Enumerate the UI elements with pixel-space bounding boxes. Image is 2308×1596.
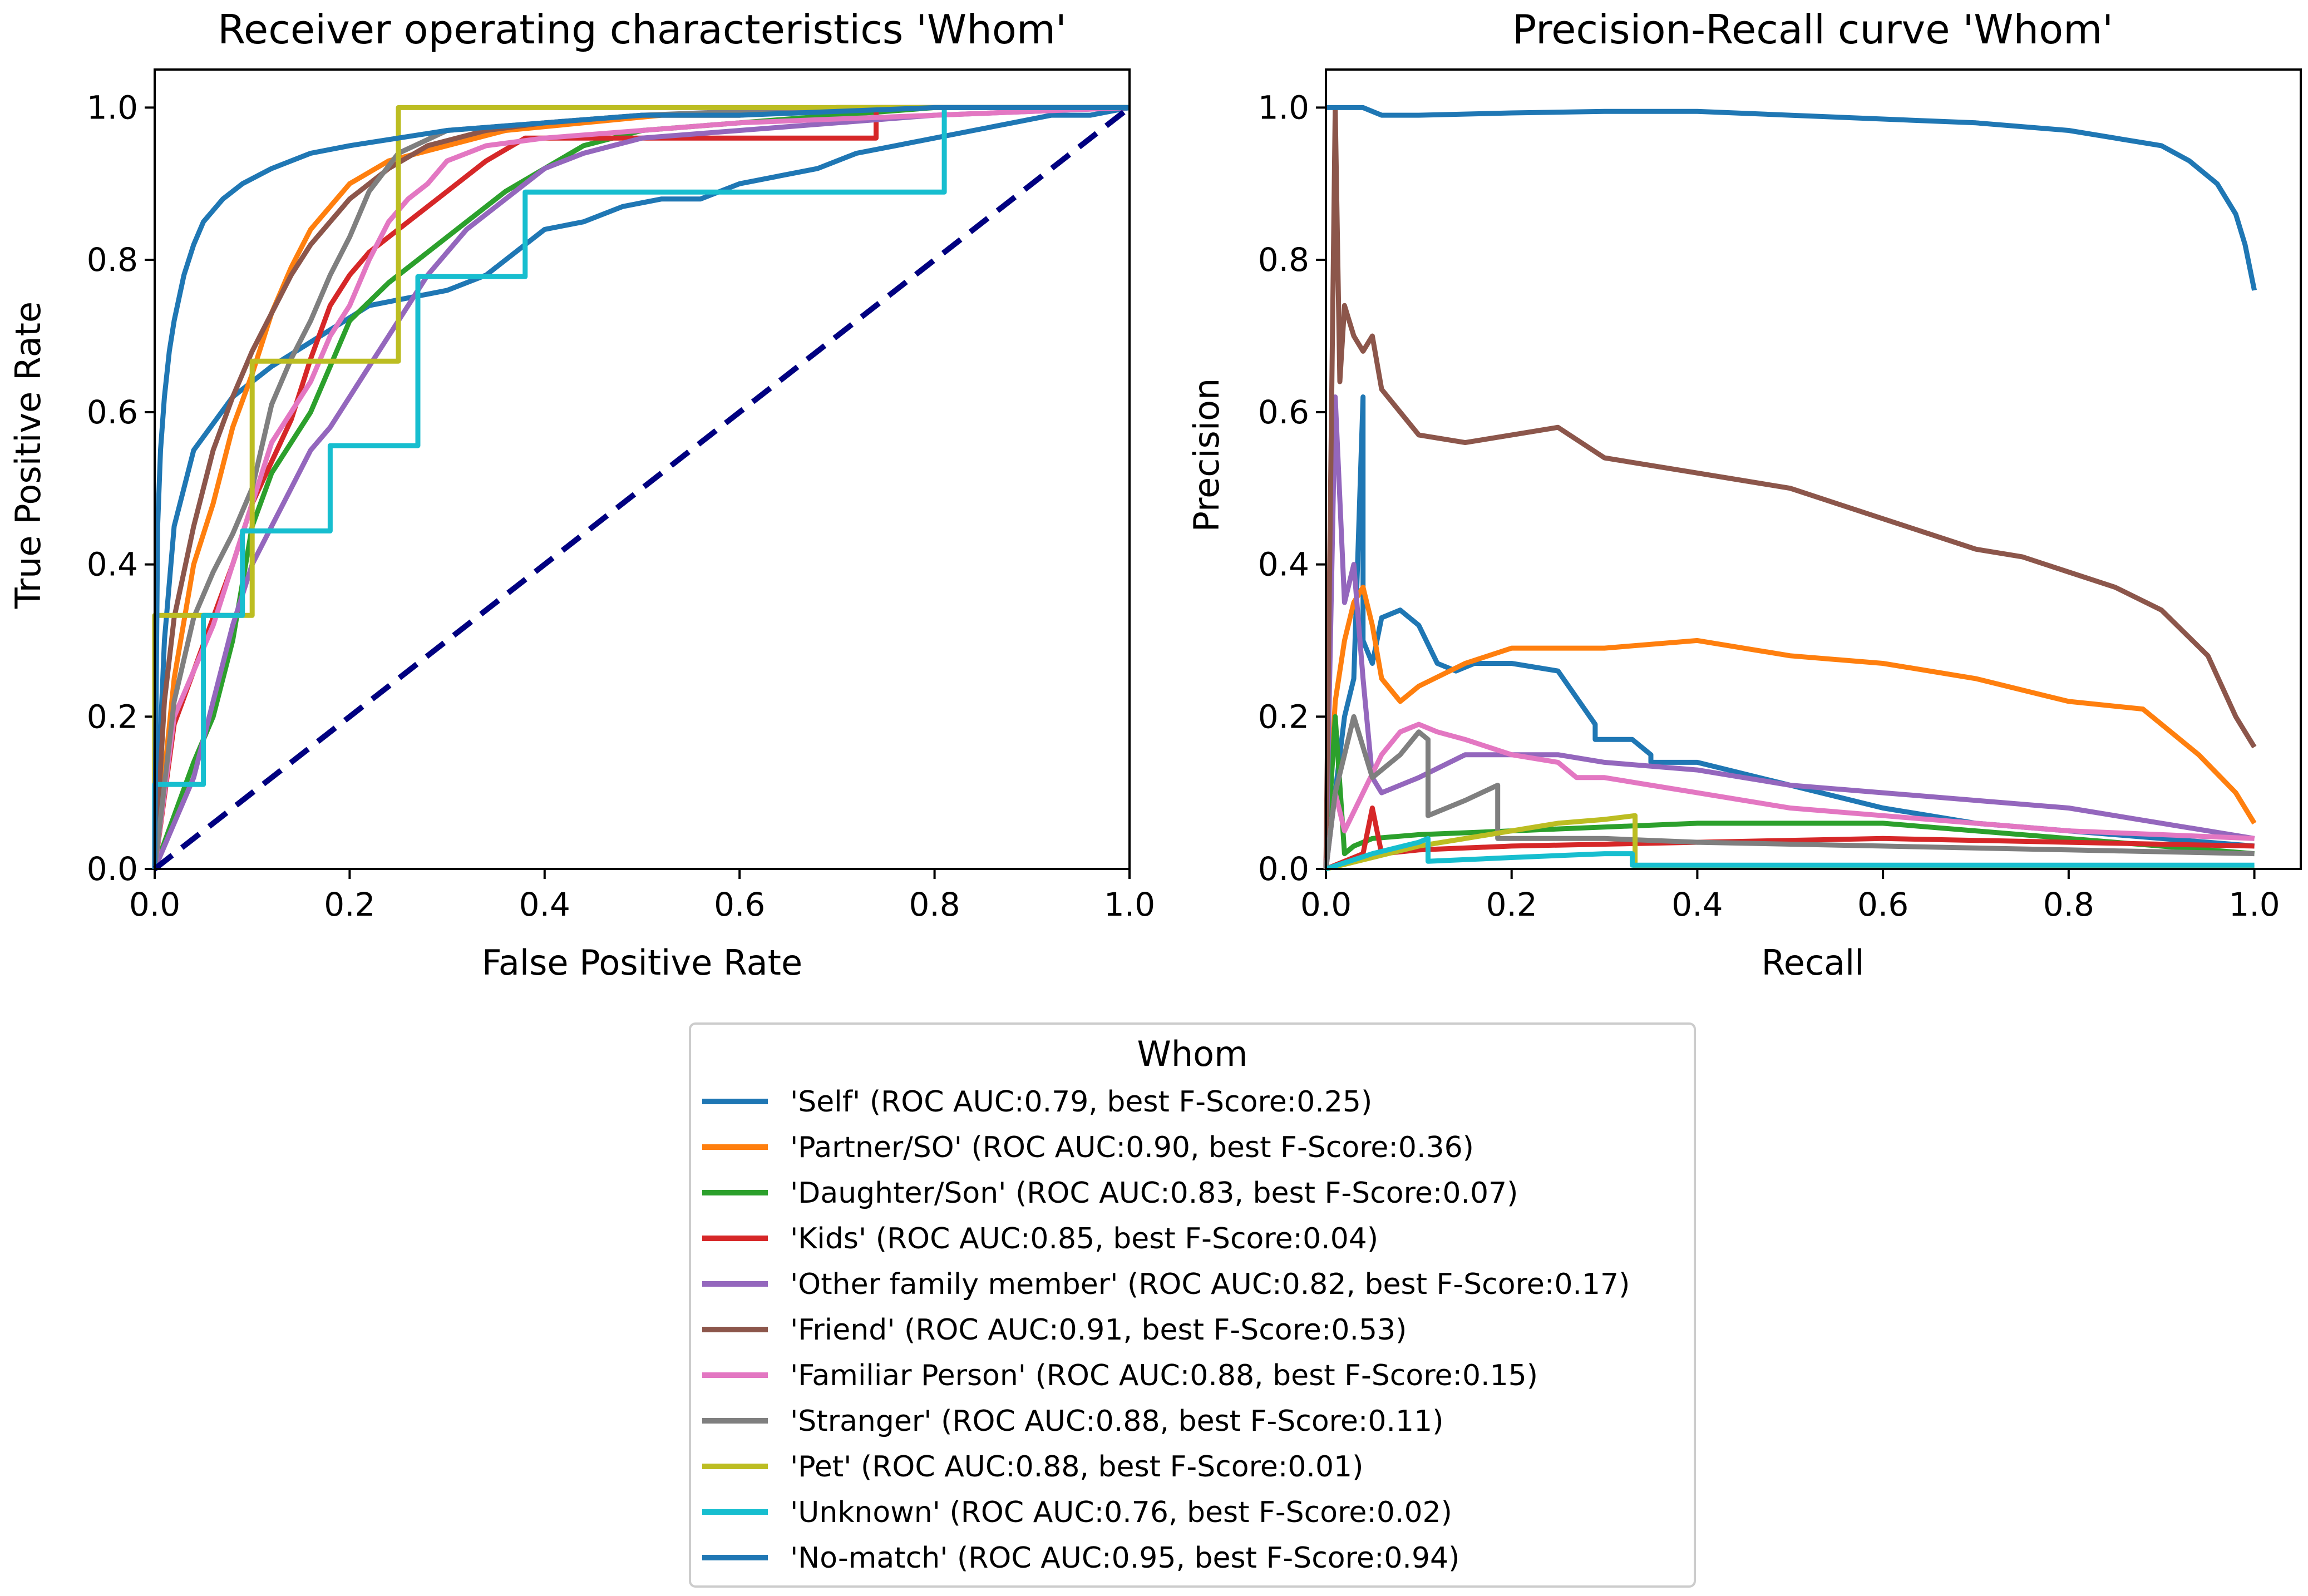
roc-title: Receiver operating characteristics 'Whom… [218,6,1067,53]
pr-x-tick-label: 0.6 [1857,886,1908,923]
pr-y-tick-label: 0.4 [1258,546,1309,584]
legend: Whom 'Self' (ROC AUC:0.79, best F-Score:… [689,1022,1696,1588]
roc-ticks: 0.0 0.2 0.4 0.6 0.8 1.0 0.0 0.2 0.4 0.6 0.8 1.0 [87,88,1155,923]
legend-entry-label: 'No-match' (ROC AUC:0.95, best F-Score:0… [790,1541,1459,1575]
pr-y-tick-label: 1.0 [1258,88,1309,126]
roc-diagonal-reference [152,105,1132,871]
roc-lines [152,105,1132,871]
roc-series-6 [152,105,1130,869]
pr-series-9 [1325,836,2255,872]
roc-axes-frame [154,68,1131,870]
pr-series-10 [1326,105,2257,291]
roc-y-axis-label: True Positive Rate [8,302,48,609]
legend-entry-label: 'Self' (ROC AUC:0.79, best F-Score:0.25) [790,1085,1372,1119]
roc-y-tick-label: 0.6 [87,393,138,431]
roc-y-tick-label: 0.4 [87,546,138,584]
roc-panel: Receiver operating characteristics 'Whom… [8,6,1155,983]
roc-x-axis-label: False Positive Rate [482,942,802,983]
roc-x-tick-label: 0.2 [324,886,375,923]
pr-ticks: 0.0 0.2 0.4 0.6 0.8 1.0 0.0 0.2 0.4 0.6 0.8 1.0 [1258,88,2280,923]
pr-x-tick-label: 0.2 [1486,886,1537,923]
pr-series-7 [1323,714,2255,869]
roc-x-tick-label: 0.8 [909,886,960,923]
pr-y-tick-label: 0.6 [1258,393,1309,431]
pr-x-tick-label: 0.8 [2043,886,2094,923]
legend-entry-label: 'Partner/SO' (ROC AUC:0.90, best F-Score… [790,1131,1474,1164]
roc-x-tick-label: 0.4 [519,886,570,923]
roc-x-tick-label: 0.6 [714,886,765,923]
legend-entry-label: 'Pet' (ROC AUC:0.88, best F-Score:0.01) [790,1450,1363,1484]
legend-entry-label: 'Daughter/Son' (ROC AUC:0.83, best F-Sco… [790,1177,1518,1210]
roc-series-4 [152,105,1130,870]
pr-panel: Precision-Recall curve 'Whom' Recall Pre… [1186,6,2302,983]
legend-entries: 'Self' (ROC AUC:0.79, best F-Score:0.25)… [702,1085,1630,1575]
pr-series-0 [1323,394,2255,869]
pr-x-tick-label: 0.4 [1671,886,1723,923]
pr-title: Precision-Recall curve 'Whom' [1512,6,2113,53]
pr-y-axis-label: Precision [1186,378,1227,532]
roc-x-tick-label: 0.0 [129,886,180,923]
pr-y-tick-label: 0.2 [1258,698,1309,735]
roc-series-10 [152,105,1130,869]
legend-entry-label: 'Unknown' (ROC AUC:0.76, best F-Score:0.… [790,1496,1452,1529]
pr-series-5 [1323,105,2257,869]
pr-x-tick-label: 1.0 [2228,886,2280,923]
pr-series-1 [1323,585,2257,869]
pr-lines [1323,105,2257,872]
legend-entry-label: 'Familiar Person' (ROC AUC:0.88, best F-… [790,1359,1538,1392]
legend-entry-label: 'Kids' (ROC AUC:0.85, best F-Score:0.04) [790,1222,1378,1256]
pr-axes-frame [1325,68,2302,870]
pr-x-tick-label: 0.0 [1300,886,1352,923]
roc-y-tick-label: 0.0 [87,850,138,888]
roc-y-tick-label: 0.2 [87,698,138,735]
pr-y-tick-label: 0.0 [1258,850,1309,888]
roc-x-tick-label: 1.0 [1104,886,1155,923]
pr-series-6 [1323,722,2255,869]
legend-entry-label: 'Stranger' (ROC AUC:0.88, best F-Score:0… [790,1405,1444,1438]
pr-y-tick-label: 0.8 [1258,241,1309,279]
pr-x-axis-label: Recall [1762,942,1865,983]
legend-entry-label: 'Other family member' (ROC AUC:0.82, bes… [790,1268,1630,1301]
roc-y-tick-label: 0.8 [87,241,138,279]
legend-title: Whom [1137,1034,1248,1074]
roc-y-tick-label: 1.0 [87,88,138,126]
legend-frame [689,1022,1696,1588]
roc-series-9 [152,105,1130,869]
legend-entry-label: 'Friend' (ROC AUC:0.91, best F-Score:0.5… [790,1313,1407,1347]
